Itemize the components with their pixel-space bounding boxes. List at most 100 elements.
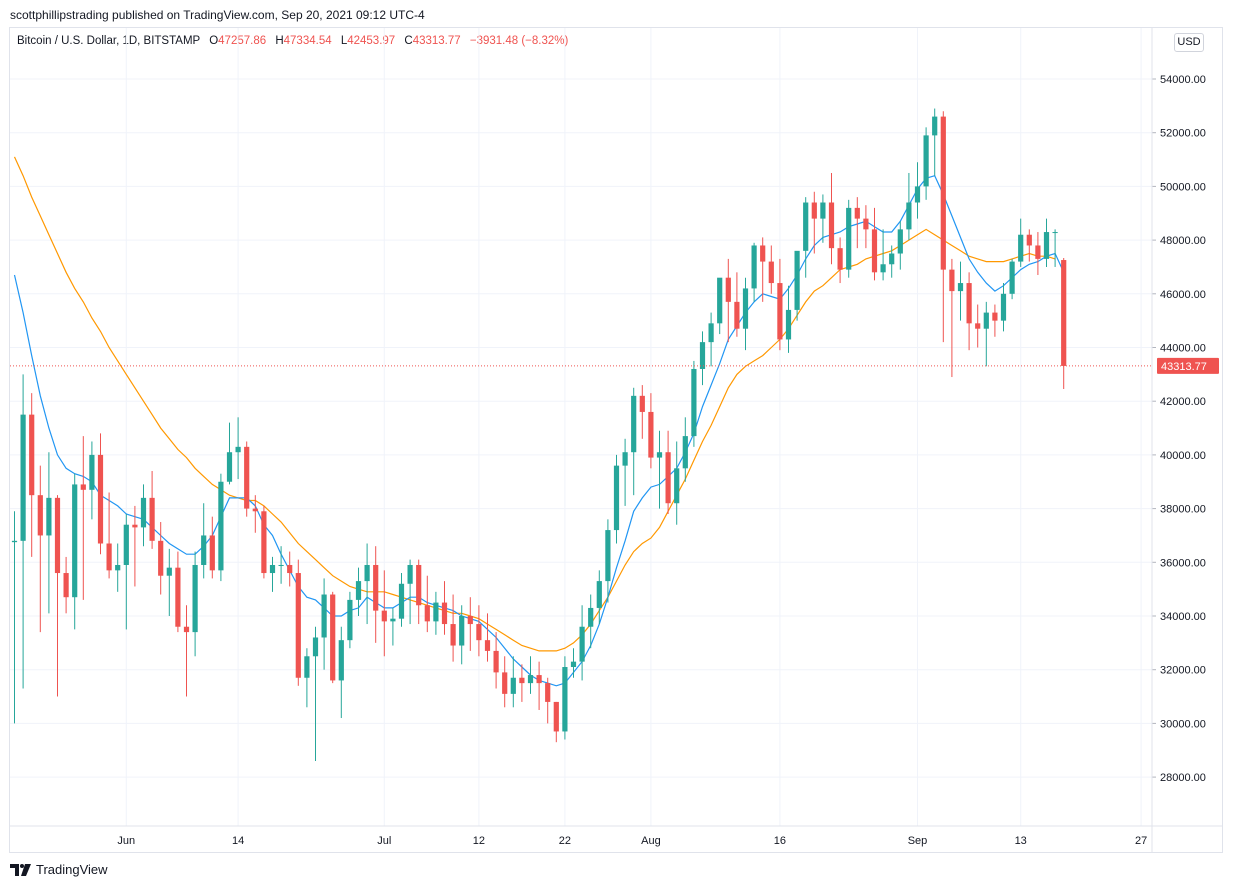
candle-body	[312, 637, 319, 657]
candle-body	[390, 618, 396, 622]
candle-body	[123, 524, 129, 565]
candle-body	[502, 672, 508, 694]
candle-body	[209, 535, 215, 571]
candle-body	[407, 564, 413, 584]
ma-slow-line	[13, 156, 1056, 652]
candle-body	[46, 497, 52, 536]
candle-body	[613, 465, 620, 531]
candle-body	[106, 543, 112, 571]
candle-body	[441, 602, 448, 625]
y-tick-label: 38000.00	[1160, 504, 1206, 516]
candle-body	[244, 446, 250, 509]
candle-body	[166, 567, 172, 576]
candle-body	[450, 624, 456, 646]
candle-body	[768, 261, 774, 284]
y-tick-label: 44000.00	[1160, 343, 1206, 355]
candle-body	[115, 564, 121, 571]
candle-body	[338, 640, 344, 681]
candle-body	[708, 323, 714, 343]
last-price-label: 43313.77	[1161, 361, 1207, 373]
open-label: O	[209, 35, 219, 47]
candle-body	[149, 497, 155, 541]
candle-body	[983, 312, 989, 329]
candle-body	[923, 135, 929, 187]
candle-body	[828, 202, 835, 249]
ohlc-legend: Bitcoin / U.S. Dollar, 1D, BITSTAMP O472…	[17, 35, 574, 47]
candle-body	[854, 207, 860, 219]
candle-body	[785, 309, 792, 340]
candle-body	[588, 607, 594, 627]
y-tick-label: 36000.00	[1160, 557, 1206, 569]
candle-body	[674, 468, 680, 504]
high-label: H	[275, 35, 284, 47]
candle-body	[837, 248, 843, 270]
candle-body	[355, 581, 362, 600]
candle-body	[381, 610, 387, 622]
candle-body	[459, 616, 465, 646]
candle-body	[54, 497, 61, 574]
candle-body	[269, 564, 276, 574]
candle-body	[1043, 232, 1050, 259]
candle-body	[20, 414, 26, 541]
high-value: 47334.54	[283, 35, 332, 47]
candle-body	[648, 411, 654, 458]
x-tick-label: Jun	[117, 835, 135, 847]
candle-body	[966, 283, 972, 324]
x-tick-label: 14	[232, 835, 244, 847]
candle-body	[519, 677, 525, 684]
candle-body	[424, 605, 430, 622]
candle-body	[72, 484, 78, 598]
y-tick-label: 32000.00	[1160, 665, 1206, 677]
candle-body	[1035, 245, 1041, 259]
candle-body	[398, 583, 405, 619]
candle-body	[579, 626, 585, 662]
candle-body	[287, 564, 293, 574]
candle-body	[691, 368, 697, 437]
candle-body	[682, 436, 688, 469]
candle-body	[1018, 234, 1024, 262]
candle-body	[932, 116, 938, 136]
candle-body	[218, 481, 224, 571]
candle-body	[605, 530, 611, 582]
candle-body	[717, 277, 723, 324]
candle-body	[364, 564, 370, 582]
change-value: −3931.48 (−8.32%)	[469, 35, 569, 47]
candle-body	[321, 594, 327, 638]
x-tick-label: Sep	[908, 835, 928, 847]
candle-body	[699, 342, 706, 369]
candle-body	[1061, 260, 1067, 366]
candle-body	[158, 540, 164, 576]
x-tick-label: 16	[774, 835, 786, 847]
candle-body	[63, 573, 69, 598]
candle-body	[957, 283, 964, 292]
open-value: 47257.86	[218, 35, 267, 47]
candle-body	[639, 395, 645, 412]
candle-body	[897, 229, 903, 254]
y-tick-label: 42000.00	[1160, 396, 1206, 408]
symbol-label: Bitcoin / U.S. Dollar, 1D, BITSTAMP	[17, 35, 200, 47]
candle-body	[416, 564, 422, 606]
candle-body	[940, 116, 946, 270]
candle-body	[295, 573, 301, 678]
candle-body	[545, 683, 551, 702]
candle-body	[975, 323, 981, 329]
y-tick-label: 48000.00	[1160, 235, 1206, 247]
candle-body	[373, 564, 379, 611]
candle-body	[760, 245, 766, 262]
candle-body	[553, 701, 559, 732]
candle-body	[97, 454, 104, 544]
y-tick-label: 34000.00	[1160, 611, 1206, 623]
candle-body	[914, 186, 921, 203]
candle-body	[252, 508, 258, 512]
currency-button[interactable]: USD	[1174, 33, 1204, 52]
brand-name: TradingView	[36, 862, 108, 877]
candle-body	[11, 540, 18, 543]
candle-body	[433, 602, 439, 622]
candle-body	[751, 245, 757, 289]
candle-body	[527, 675, 534, 684]
x-tick-label: Aug	[641, 835, 661, 847]
candle-body	[510, 677, 516, 694]
tradingview-brand: TradingView	[10, 862, 108, 877]
candle-body	[1000, 293, 1007, 321]
